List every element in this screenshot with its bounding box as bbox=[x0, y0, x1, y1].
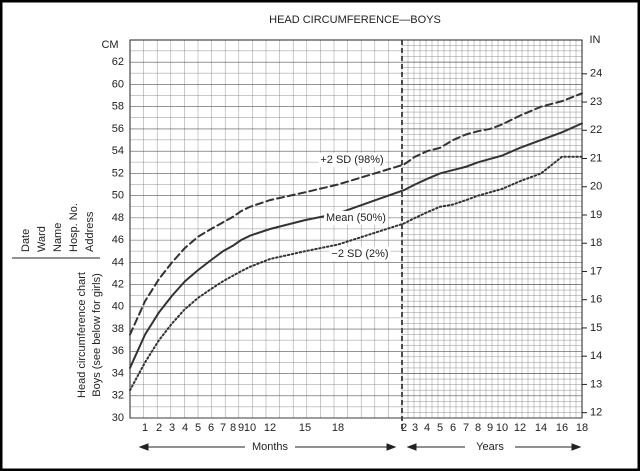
y-tick-label: 58 bbox=[112, 101, 124, 113]
series-label: +2 SD (98%) bbox=[320, 154, 383, 166]
y-tick-label: 40 bbox=[112, 301, 124, 313]
y2-tick-label: 23 bbox=[590, 96, 602, 108]
series-line bbox=[129, 155, 583, 392]
x-tick-label: 3 bbox=[412, 422, 418, 434]
x-tick-label: 14 bbox=[535, 422, 547, 434]
x-tick-label: 16 bbox=[556, 422, 568, 434]
side-label: Address bbox=[84, 211, 96, 252]
y-tick-label: 52 bbox=[112, 167, 124, 179]
y-tick-label: 56 bbox=[112, 123, 124, 135]
y2-tick-label: 24 bbox=[590, 68, 602, 80]
x-tick-label: 18 bbox=[332, 422, 344, 434]
y-tick-label: 32 bbox=[112, 390, 124, 402]
label-background bbox=[318, 152, 386, 167]
chart-title: HEAD CIRCUMFERENCE—BOYS bbox=[269, 14, 441, 26]
y2-tick-label: 17 bbox=[590, 265, 602, 277]
y2-tick-label: 21 bbox=[590, 152, 602, 164]
y-tick-label: 30 bbox=[112, 412, 124, 424]
side-label: Hosp. No. bbox=[68, 203, 80, 252]
y-tick-label: 38 bbox=[112, 323, 124, 335]
y-tick-label: 60 bbox=[112, 78, 124, 90]
y2-tick-label: 22 bbox=[590, 124, 602, 136]
series-line bbox=[129, 92, 583, 336]
y2-tick-label: 19 bbox=[590, 209, 602, 221]
label-background bbox=[329, 246, 391, 261]
x-tick-label: 1 bbox=[142, 422, 148, 434]
x-tick-label: 2 bbox=[401, 422, 407, 434]
series-label: −2 SD (2%) bbox=[331, 248, 388, 260]
caption: Boys (see below for girls) bbox=[91, 273, 103, 397]
x-tick-label: 7 bbox=[220, 422, 226, 434]
y-tick-label: 46 bbox=[112, 234, 124, 246]
y2-tick-label: 13 bbox=[590, 378, 602, 390]
y2-axis-label: IN bbox=[590, 34, 601, 46]
y-tick-label: 34 bbox=[112, 367, 124, 379]
x-tick-label: 2 bbox=[156, 422, 162, 434]
y-tick-label: 50 bbox=[112, 190, 124, 202]
y2-tick-label: 18 bbox=[590, 237, 602, 249]
x-tick-label: 15 bbox=[299, 422, 311, 434]
x-tick-label: 4 bbox=[182, 422, 188, 434]
side-label: Ward bbox=[36, 226, 48, 252]
x-tick-label: 9 bbox=[238, 422, 244, 434]
series-label: Mean (50%) bbox=[326, 212, 386, 224]
caption: Head circumference chart bbox=[76, 272, 88, 398]
y2-tick-label: 14 bbox=[590, 350, 602, 362]
x-tick-label: 6 bbox=[450, 422, 456, 434]
y2-tick-label: 20 bbox=[590, 181, 602, 193]
x-tick-label: 5 bbox=[195, 422, 201, 434]
y2-tick-label: 15 bbox=[590, 322, 602, 334]
x-tick-label: 10 bbox=[496, 422, 508, 434]
side-label: Name bbox=[52, 223, 64, 252]
y-tick-label: 48 bbox=[112, 212, 124, 224]
x-tick-label: 8 bbox=[230, 422, 236, 434]
x-tick-label: 5 bbox=[437, 422, 443, 434]
side-label: Date bbox=[20, 229, 32, 252]
y-tick-label: 36 bbox=[112, 345, 124, 357]
x-tick-label: 10 bbox=[244, 422, 256, 434]
label-background bbox=[324, 210, 388, 225]
x-tick-label: 12 bbox=[514, 422, 526, 434]
axis-arrows bbox=[138, 443, 582, 451]
x-tick-label: 8 bbox=[475, 422, 481, 434]
y-tick-label: 42 bbox=[112, 278, 124, 290]
y-tick-label: 62 bbox=[112, 56, 124, 68]
x-axis-label: Months bbox=[252, 441, 289, 453]
x-tick-label: 12 bbox=[264, 422, 276, 434]
x-tick-label: 7 bbox=[463, 422, 469, 434]
y2-tick-label: 12 bbox=[590, 407, 602, 419]
x-tick-label: 18 bbox=[576, 422, 588, 434]
x-tick-label: 4 bbox=[424, 422, 430, 434]
y-tick-label: 44 bbox=[112, 256, 124, 268]
y-axis-label: CM bbox=[101, 39, 118, 51]
x-axis-label: Years bbox=[476, 441, 504, 453]
x-tick-label: 6 bbox=[208, 422, 214, 434]
y2-tick-label: 16 bbox=[590, 294, 602, 306]
y-tick-label: 54 bbox=[112, 145, 124, 157]
x-tick-label: 3 bbox=[169, 422, 175, 434]
x-tick-label: 9 bbox=[487, 422, 493, 434]
